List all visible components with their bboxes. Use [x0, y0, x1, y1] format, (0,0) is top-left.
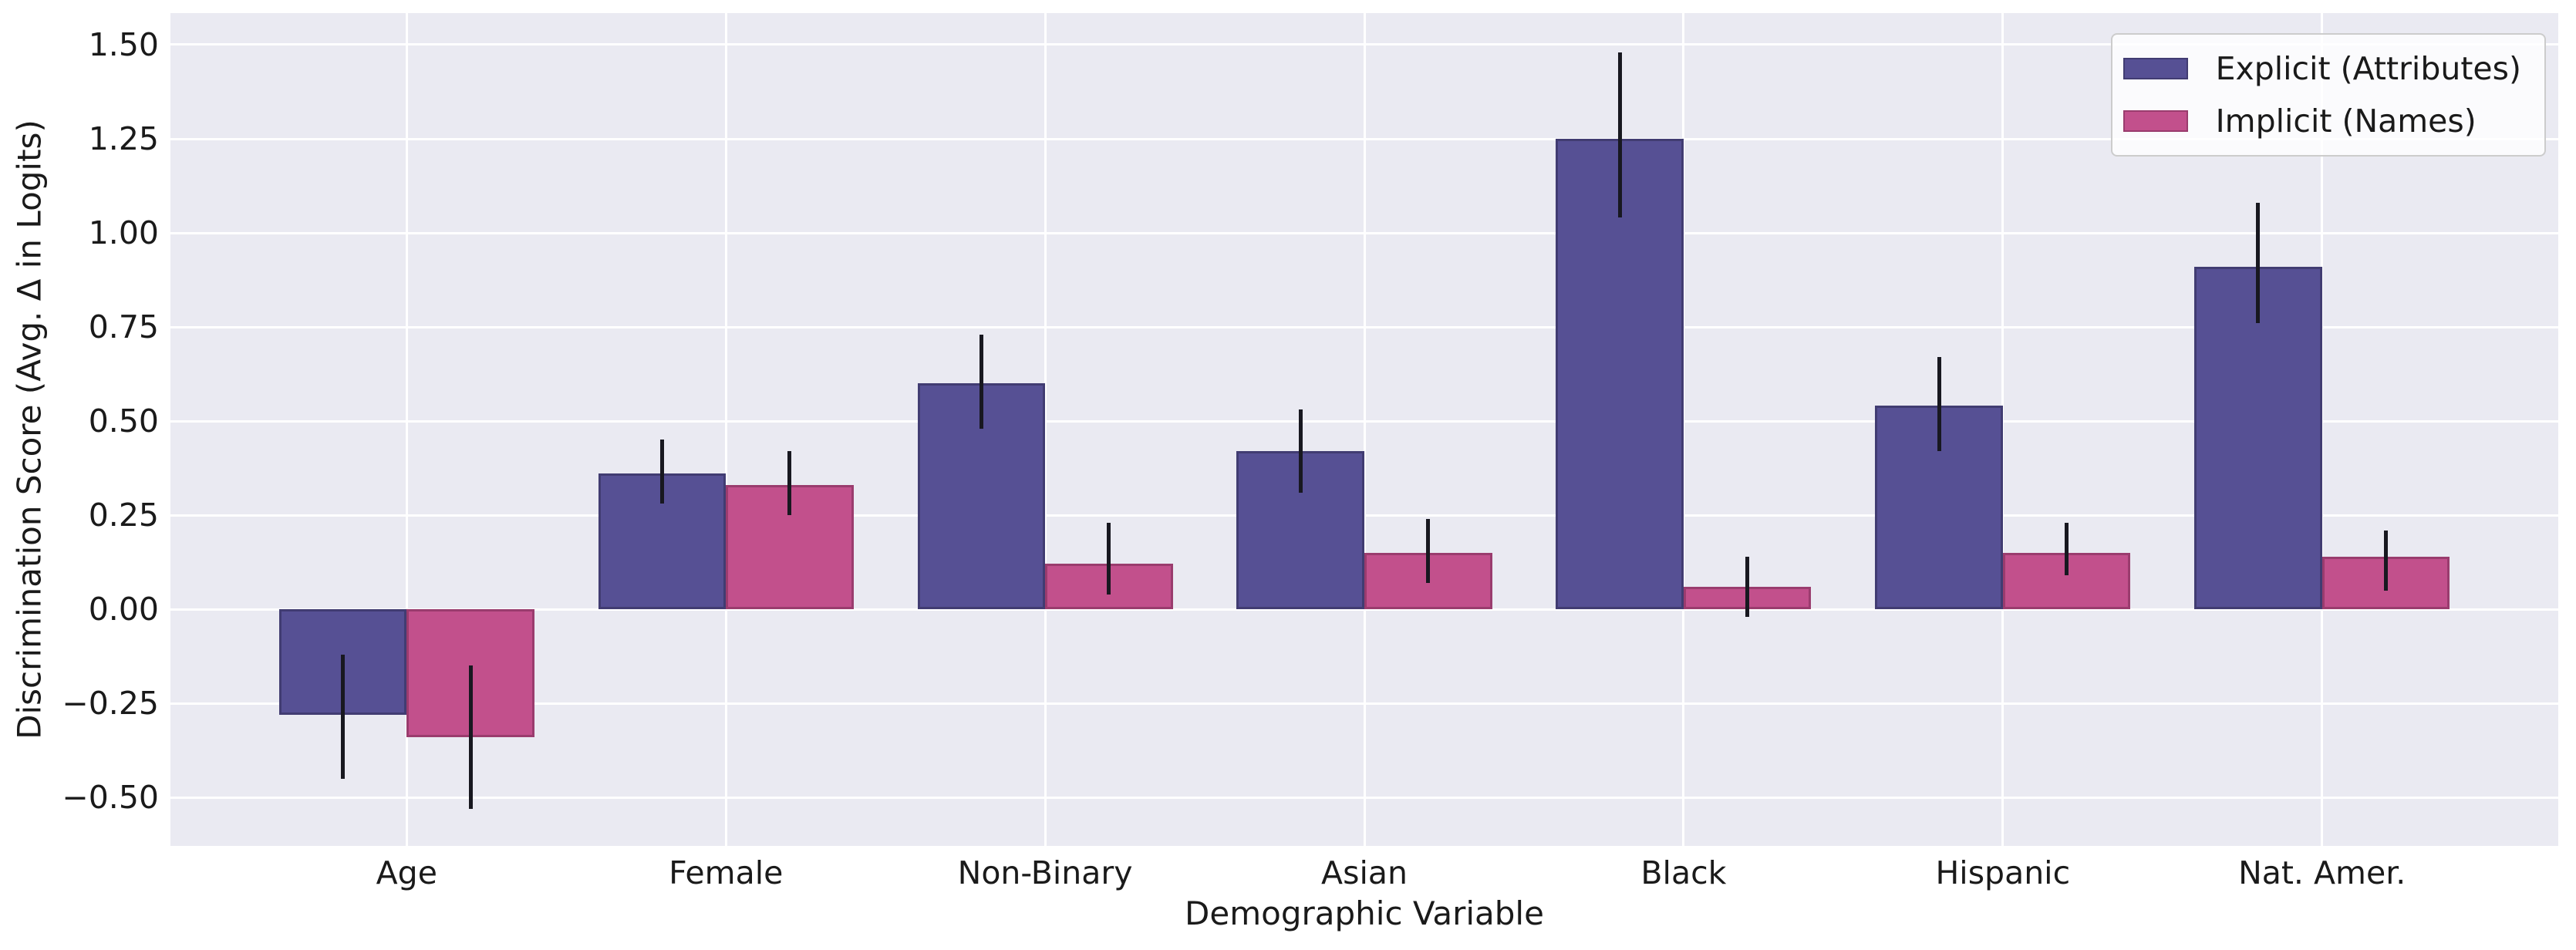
gridline-vertical: [405, 13, 408, 846]
y-tick-label: 0.25: [88, 497, 159, 534]
legend-item-explicit: Explicit (Attributes): [2123, 50, 2521, 87]
bar-explicit-attributes-nat-amer: [2194, 266, 2322, 610]
legend-label-implicit: Implicit (Names): [2215, 103, 2477, 140]
y-tick-label: 0.50: [88, 403, 159, 440]
x-tick-label: Hispanic: [1935, 854, 2071, 891]
y-tick-label: 1.50: [88, 25, 159, 63]
legend-swatch-implicit: [2123, 110, 2188, 132]
y-tick-label: 1.00: [88, 214, 159, 251]
errorbar-explicit-attributes-nat-amer: [2256, 202, 2261, 324]
x-tick-label: Nat. Amer.: [2238, 854, 2406, 891]
x-tick-label: Non-Binary: [957, 854, 1133, 891]
legend-label-explicit: Explicit (Attributes): [2215, 50, 2521, 87]
errorbar-implicit-names-female: [787, 451, 792, 515]
gridline-vertical: [1682, 13, 1685, 846]
errorbar-explicit-attributes-age: [341, 654, 345, 779]
y-tick-label: 0.00: [88, 591, 159, 628]
errorbar-implicit-names-non-binary: [1107, 522, 1111, 595]
gridline-vertical: [1363, 13, 1366, 846]
legend-swatch-explicit: [2123, 58, 2188, 79]
y-tick-label: −0.25: [62, 685, 159, 723]
errorbar-explicit-attributes-female: [659, 440, 664, 504]
errorbar-explicit-attributes-black: [1617, 52, 1622, 218]
gridline-vertical: [724, 13, 727, 846]
bar-implicit-names-female: [726, 484, 854, 610]
errorbar-explicit-attributes-hispanic: [1937, 357, 1941, 452]
errorbar-implicit-names-hispanic: [2065, 522, 2069, 576]
errorbar-implicit-names-age: [468, 665, 473, 809]
errorbar-explicit-attributes-non-binary: [979, 334, 983, 429]
x-tick-label: Asian: [1321, 854, 1408, 891]
x-axis-label: Demographic Variable: [1185, 894, 1544, 932]
y-tick-label: 0.75: [88, 308, 159, 345]
errorbar-implicit-names-nat-amer: [2383, 530, 2388, 591]
x-tick-label: Age: [376, 854, 437, 891]
y-tick-label: 1.25: [88, 120, 159, 157]
errorbar-implicit-names-asian: [1426, 518, 1431, 583]
legend-item-implicit: Implicit (Names): [2123, 103, 2521, 140]
x-tick-label: Black: [1640, 854, 1727, 891]
gridline-vertical: [2001, 13, 2004, 846]
y-tick-label: −0.50: [62, 779, 159, 817]
x-tick-label: Female: [669, 854, 784, 891]
errorbar-explicit-attributes-asian: [1298, 409, 1303, 493]
legend: Explicit (Attributes) Implicit (Names): [2110, 33, 2546, 157]
errorbar-implicit-names-black: [1745, 556, 1750, 617]
gridline-vertical: [1044, 13, 1047, 846]
gridline-vertical: [2321, 13, 2324, 846]
